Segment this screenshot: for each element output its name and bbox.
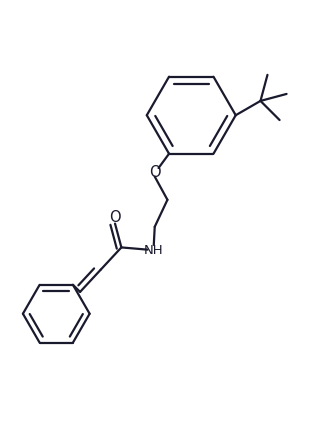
Text: NH: NH: [143, 244, 163, 257]
Text: O: O: [109, 210, 121, 225]
Text: O: O: [149, 165, 160, 180]
